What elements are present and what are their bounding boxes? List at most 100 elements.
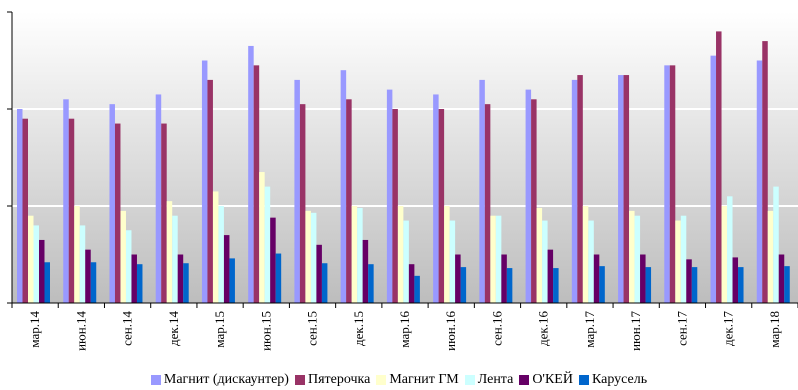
bar (664, 65, 670, 303)
bar (414, 275, 420, 303)
bar (525, 89, 532, 303)
legend-label: Лента (477, 372, 514, 387)
bar (506, 268, 513, 303)
bar (582, 206, 589, 303)
bar (618, 75, 624, 303)
bar (28, 215, 34, 303)
bar (109, 104, 115, 304)
bar (571, 79, 578, 304)
bar (39, 239, 45, 303)
x-tick-label: мар.14 (27, 311, 42, 348)
bar (172, 215, 178, 303)
bar (629, 210, 635, 303)
bar (79, 225, 86, 303)
bar (270, 217, 276, 303)
bar (727, 196, 733, 303)
bar (44, 262, 50, 303)
x-tick-label: мар.17 (582, 311, 597, 348)
bar (223, 235, 230, 303)
bar (275, 253, 282, 303)
bar (201, 60, 208, 303)
bar (623, 75, 630, 303)
legend-item-lenta: Лента (464, 372, 514, 388)
bar (773, 186, 779, 303)
x-tick-label: мар.16 (397, 311, 412, 348)
x-tick-label: июн.15 (258, 311, 273, 351)
legend-label: Карусель (591, 372, 648, 387)
x-tick-label: дек.17 (721, 311, 736, 346)
bar (248, 45, 254, 303)
bar (588, 220, 594, 303)
legend-item-karusel: Карусель (578, 372, 648, 388)
bar (125, 230, 132, 303)
x-tick-label: сен.15 (305, 311, 320, 346)
legend-swatch (150, 375, 161, 385)
bar (362, 239, 369, 303)
bar (716, 31, 722, 304)
bar (479, 79, 485, 304)
bar (294, 79, 300, 304)
bar (599, 266, 605, 303)
bar (484, 104, 491, 304)
bar (218, 206, 224, 303)
legend-item-magnit-diskaunter: Магнит (дискаунтер) (150, 372, 289, 388)
bar (778, 254, 785, 303)
bar (259, 172, 265, 303)
x-tick-label: дек.16 (536, 311, 551, 346)
bar (155, 94, 162, 303)
bar (403, 220, 409, 303)
legend-swatch (376, 375, 387, 385)
x-tick-label: июн.17 (628, 311, 643, 351)
bar (444, 206, 450, 303)
legend-label: Пятерочка (307, 372, 371, 387)
bar (501, 254, 507, 303)
x-tick-label: дек.14 (166, 311, 181, 346)
x-tick-label: сен.14 (120, 311, 135, 346)
bar (732, 257, 739, 303)
bar (183, 263, 189, 303)
bar (136, 264, 143, 303)
legend-item-pyaterochka: Пятерочка (294, 372, 371, 388)
bar (74, 206, 80, 303)
x-tick-label: мар.18 (767, 311, 782, 348)
bar (669, 65, 676, 303)
bar (640, 254, 646, 303)
bar (22, 118, 28, 303)
bar (408, 264, 415, 303)
bar (531, 99, 537, 303)
x-tick-label: дек.15 (351, 311, 366, 346)
legend-swatch (294, 375, 305, 385)
bar (577, 75, 583, 303)
legend-swatch (464, 375, 475, 385)
bar (85, 249, 91, 303)
bar (680, 215, 687, 303)
bar (547, 249, 554, 303)
bar (449, 220, 456, 303)
bar (762, 41, 768, 303)
bar (593, 254, 600, 303)
bar (310, 212, 317, 303)
bar (90, 262, 97, 303)
bar (305, 210, 311, 303)
bar (33, 225, 39, 303)
bar (120, 210, 126, 303)
bar (161, 123, 167, 303)
bar (721, 206, 728, 303)
bar (321, 263, 328, 303)
bar (357, 207, 363, 303)
bar (299, 104, 306, 304)
bar (166, 201, 173, 303)
legend-item-okey: О'КЕЙ (519, 372, 573, 388)
bar (691, 267, 698, 303)
bar (212, 191, 219, 303)
bar (346, 99, 352, 303)
bar (495, 215, 502, 303)
bar (738, 267, 744, 303)
bar (784, 266, 790, 303)
bar (542, 220, 548, 303)
bar (756, 60, 763, 303)
bar (392, 109, 398, 303)
bar (438, 109, 445, 303)
bar (397, 206, 404, 303)
bar (460, 267, 467, 303)
